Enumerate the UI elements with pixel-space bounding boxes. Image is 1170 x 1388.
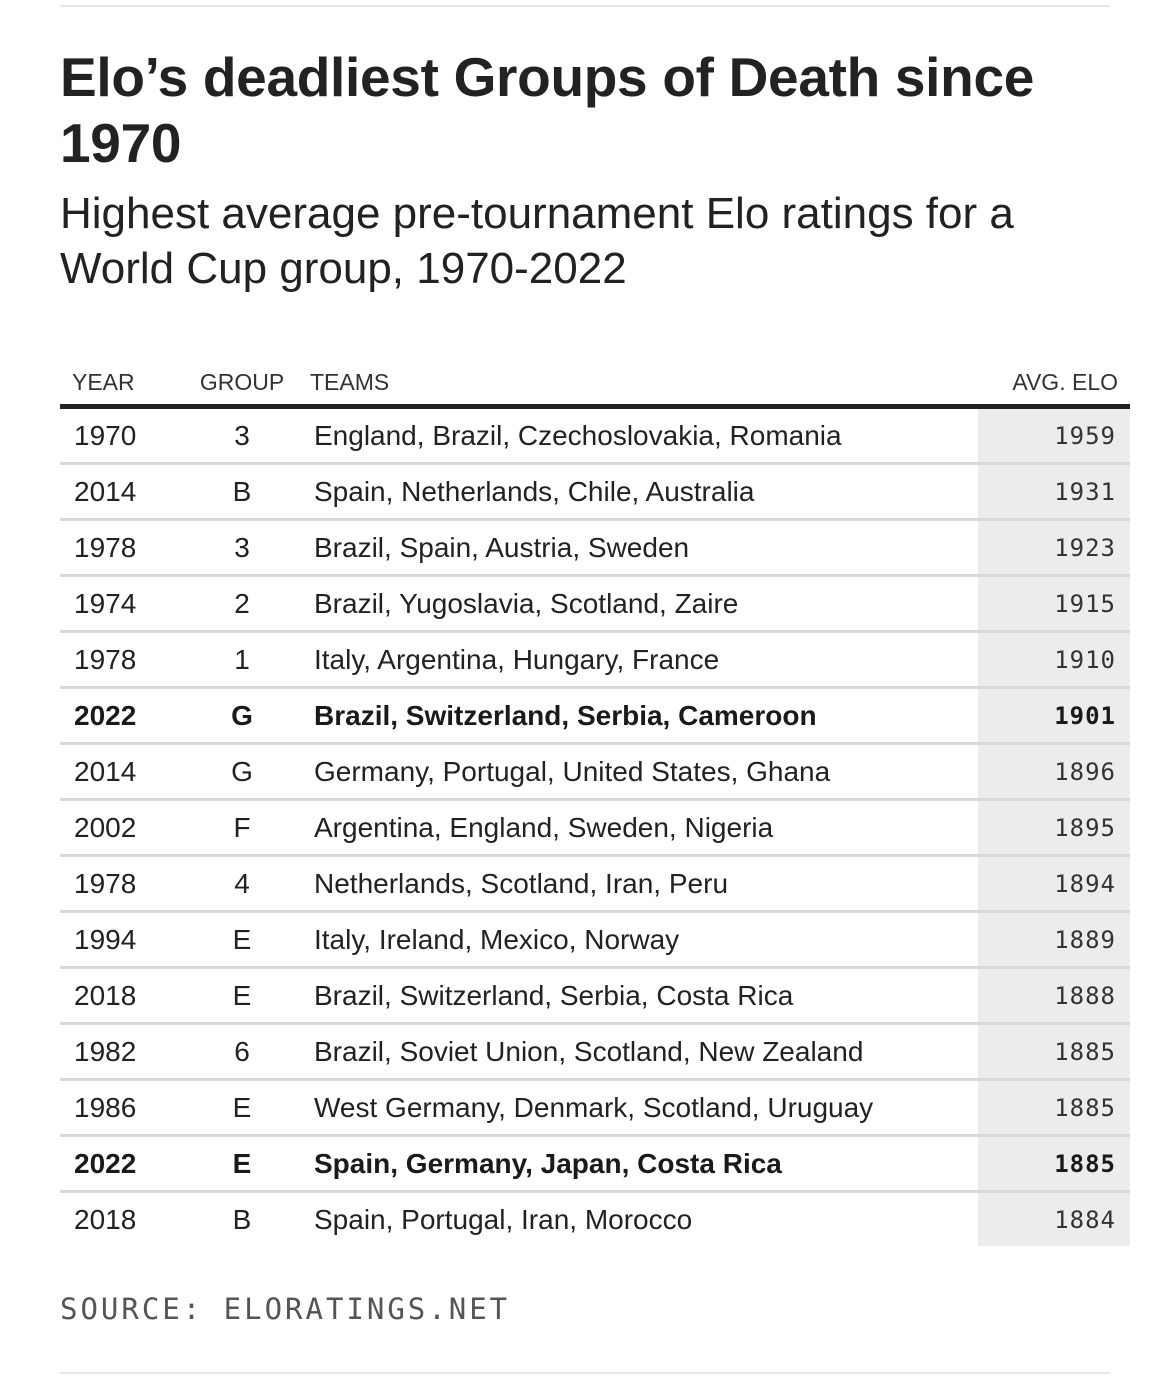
cell-group: E	[182, 1135, 302, 1193]
cell-year: 2022	[60, 1135, 182, 1193]
cell-group: E	[182, 1079, 302, 1137]
cell-teams: Spain, Portugal, Iran, Morocco	[314, 1203, 693, 1235]
cell-group: B	[182, 463, 302, 521]
table-header: YEAR GROUP TEAMS AVG. ELO	[60, 360, 1130, 409]
source-note: SOURCE: ELORATINGS.NET	[60, 1292, 511, 1326]
cell-avg-elo: 1931	[978, 463, 1130, 521]
cell-teams: Argentina, England, Sweden, Nigeria	[302, 799, 978, 857]
elo-table: YEAR GROUP TEAMS AVG. ELO 1970 3 England, …	[60, 360, 1130, 1246]
cell-year: 1970	[60, 406, 182, 465]
cell-year: 1982	[60, 1023, 182, 1081]
cell-teams: West Germany, Denmark, Scotland, Uruguay	[302, 1079, 978, 1137]
table-row: 1986 E West Germany, Denmark, Scotland, Ur…	[60, 1079, 1130, 1137]
cell-year: 1978	[60, 855, 182, 913]
top-divider	[60, 5, 1110, 7]
column-header-avg-elo: AVG. ELO	[978, 360, 1130, 409]
cell-avg-elo: 1896	[978, 743, 1130, 801]
cell-teams: Italy, Argentina, Hungary, France	[302, 631, 978, 689]
cell-teams: Brazil, Soviet Union, Scotland, New Zeal…	[302, 1023, 978, 1081]
cell-group: 3	[182, 406, 302, 465]
cell-year: 1978	[60, 631, 182, 689]
cell-avg-elo: 1923	[978, 519, 1130, 577]
cell-avg-elo: 1885	[978, 1023, 1130, 1081]
table-body: 1970 3 England, Brazil, Czechoslovakia, Ro…	[60, 406, 1130, 1246]
cell-year: 1978	[60, 519, 182, 577]
cell-avg-elo: 1901	[978, 687, 1130, 745]
cell-teams: Brazil, Switzerland, Serbia, Costa Rica	[302, 967, 978, 1025]
column-header-group: GROUP	[182, 360, 302, 409]
cell-group: G	[182, 687, 302, 745]
table-row: 1982 6 Brazil, Soviet Union, Scotland, New…	[60, 1023, 1130, 1081]
table-row: 2018 E Brazil, Switzerland, Serbia, Costa …	[60, 967, 1130, 1025]
column-header-year: YEAR	[60, 360, 182, 409]
cell-avg-elo: 1885	[978, 1135, 1130, 1193]
cell-year: 2022	[60, 687, 182, 745]
cell-avg-elo: 1915	[978, 575, 1130, 633]
cell-avg-elo: 1910	[978, 631, 1130, 689]
chart-subtitle: Highest average pre-tournament Elo ratin…	[60, 189, 1014, 293]
cell-year: 2018	[60, 967, 182, 1025]
cell-teams: England, Brazil, Czechoslovakia, Romania	[302, 406, 978, 465]
cell-avg-elo: 1885	[978, 1079, 1130, 1137]
column-header-teams: TEAMS	[302, 360, 978, 409]
cell-teams: Brazil, Yugoslavia, Scotland, Zaire	[302, 575, 978, 633]
cell-teams: Germany, Portugal, United States, Ghana	[302, 743, 978, 801]
cell-group: 3	[182, 519, 302, 577]
cell-year: 1986	[60, 1079, 182, 1137]
table-row: 2014 B Spain, Netherlands, Chile, Australi…	[60, 463, 1130, 521]
table-row-highlighted: 2022 G Brazil, Switzerland, Serbia, Camero…	[60, 687, 1130, 745]
cell-avg-elo: 1959	[978, 406, 1130, 465]
cell-year: 1994	[60, 911, 182, 969]
table-row: 1970 3 England, Brazil, Czechoslovakia, Ro…	[60, 406, 1130, 465]
bottom-divider	[60, 1372, 1110, 1374]
cell-group: F	[182, 799, 302, 857]
table-row: 1994 E Italy, Ireland, Mexico, Norway 1889	[60, 911, 1130, 969]
cell-group: E	[182, 967, 302, 1025]
cell-teams: Brazil, Switzerland, Serbia, Cameroon	[302, 687, 978, 745]
table-row: 1978 4 Netherlands, Scotland, Iran, Peru 18…	[60, 855, 1130, 913]
cell-year: 1974	[60, 575, 182, 633]
cell-group: 4	[182, 855, 302, 913]
cell-year: 2014	[60, 463, 182, 521]
cell-teams: Spain, Netherlands, Chile, Australia	[302, 463, 978, 521]
cell-avg-elo: 1888	[978, 967, 1130, 1025]
table-row: 2014 G Germany, Portugal, United States, G…	[60, 743, 1130, 801]
cell-teams: Brazil, Spain, Austria, Sweden	[302, 519, 978, 577]
cell-avg-elo: 1894	[978, 855, 1130, 913]
cell-group: 1	[182, 631, 302, 689]
table-row-highlighted: 2022 E Spain, Germany, Japan, Costa Rica 18…	[60, 1135, 1130, 1193]
cell-teams: Italy, Ireland, Mexico, Norway	[302, 911, 978, 969]
table-row: 2018 B Spain, Portugal, Iran, Morocco 1884	[60, 1191, 1130, 1246]
cell-group: 6	[182, 1023, 302, 1081]
chart-title: Elo’s deadliest Groups of Death since 19…	[60, 46, 1035, 174]
table-row: 1978 3 Brazil, Spain, Austria, Sweden 1923	[60, 519, 1130, 577]
elo-table-container: YEAR GROUP TEAMS AVG. ELO 1970 3 England, …	[60, 360, 1130, 1246]
table-row: 2002 F Argentina, England, Sweden, Nigeria…	[60, 799, 1130, 857]
cell-group: G	[182, 743, 302, 801]
cell-year: 2018	[74, 1203, 137, 1235]
header-row: YEAR GROUP TEAMS AVG. ELO	[60, 360, 1130, 409]
cell-group: E	[182, 911, 302, 969]
cell-year: 2014	[60, 743, 182, 801]
cell-teams: Netherlands, Scotland, Iran, Peru	[302, 855, 978, 913]
cell-avg-elo: 1889	[978, 911, 1130, 969]
cell-avg-elo: 1884	[978, 1191, 1130, 1246]
cell-year: 2002	[60, 799, 182, 857]
cell-group: 2	[182, 575, 302, 633]
cell-avg-elo: 1895	[978, 799, 1130, 857]
cell-teams: Spain, Germany, Japan, Costa Rica	[302, 1135, 978, 1193]
table-row: 1974 2 Brazil, Yugoslavia, Scotland, Zaire…	[60, 575, 1130, 633]
cell-group: B	[232, 1203, 252, 1235]
table-row: 1978 1 Italy, Argentina, Hungary, France 19…	[60, 631, 1130, 689]
